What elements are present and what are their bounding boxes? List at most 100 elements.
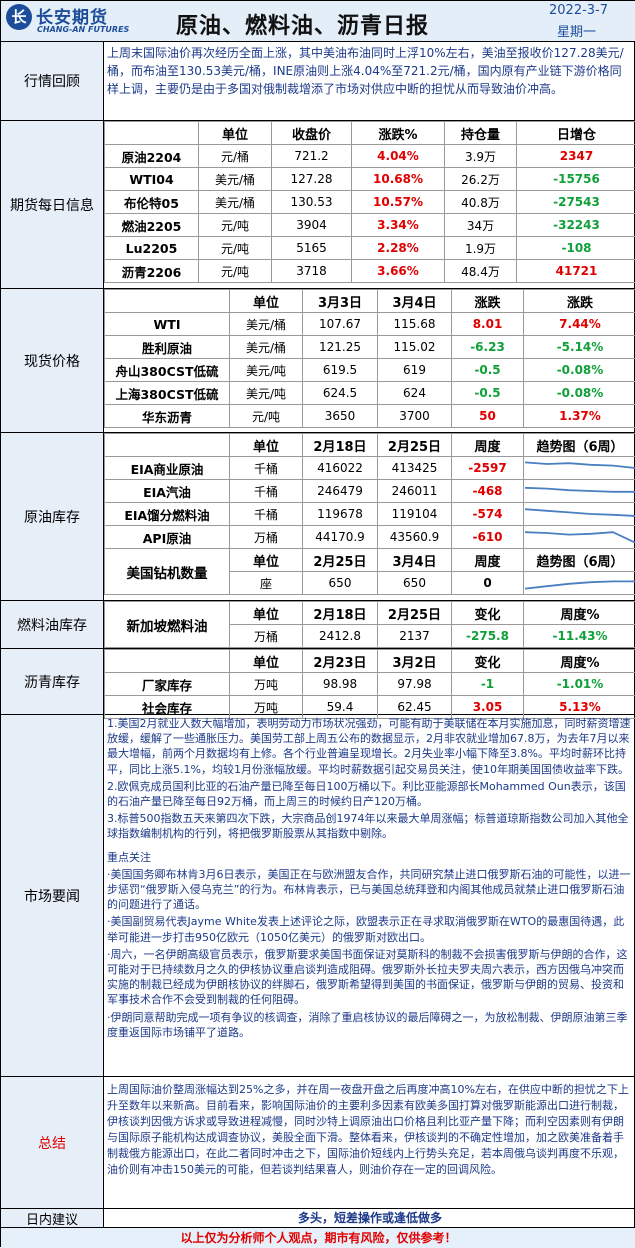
advice-text: 多头，短差操作或逢低做多	[104, 1209, 635, 1228]
section-label-news: 市场要闻	[1, 715, 104, 1077]
rig-weekly-change: 0	[452, 572, 524, 595]
table-header-cell: 趋势图（6周）	[524, 434, 635, 457]
trend-cell	[524, 503, 635, 526]
trend-cell	[524, 572, 635, 595]
rig-week1: 650	[303, 572, 378, 595]
price-change: 8.01	[452, 313, 524, 336]
unit-cell: 万桶	[230, 625, 303, 648]
inventory-week1: 416022	[303, 457, 378, 480]
daily-oi-change: -32243	[517, 214, 635, 237]
news-section: 1.美国2月就业人数大幅增加，表明劳动力市场状况强劲，可能有助于美联储在本月实施…	[104, 715, 635, 1077]
close-price: 5165	[272, 237, 352, 260]
table-header-cell	[105, 290, 230, 313]
summary-section: 上周国际油价整周涨幅达到25%之多，并在周一夜盘开盘之后再度冲高10%左右，在供…	[104, 1077, 635, 1209]
bitumen-week2: 97.98	[378, 673, 452, 696]
open-interest: 40.8万	[445, 191, 517, 214]
fuel-week2: 2137	[378, 625, 452, 648]
table-header-cell: 收盘价	[272, 122, 352, 145]
trend-line	[525, 509, 635, 516]
fuel-inventory-name: 新加坡燃料油	[105, 602, 230, 648]
inventory-week1: 119678	[303, 503, 378, 526]
news-focus-3: ·周六，一名伊朗高级官员表示，俄罗斯要求美国书面保证对莫斯科的制裁不会损害俄罗斯…	[104, 946, 635, 1009]
price-change-percent: 1.37%	[524, 405, 635, 428]
change-percent: 3.66%	[352, 260, 445, 283]
section-label-spot: 现货价格	[1, 289, 104, 433]
change-percent: 3.34%	[352, 214, 445, 237]
daily-oi-change: 41721	[517, 260, 635, 283]
table-header-cell	[105, 434, 230, 457]
news-focus-2: ·美国副贸易代表Jayme White发表上述评论之际，欧盟表示正在寻求取消俄罗…	[104, 913, 635, 945]
unit-cell: 元/吨	[199, 237, 272, 260]
section-label-market-review: 行情回顾	[1, 42, 104, 121]
change-percent: 4.04%	[352, 145, 445, 168]
weekly-change: -610	[452, 526, 524, 549]
unit-cell: 元/吨	[230, 405, 303, 428]
close-price: 130.53	[272, 191, 352, 214]
price-change: -6.23	[452, 336, 524, 359]
change-percent: 10.57%	[352, 191, 445, 214]
bitumen-change-percent: -1.01%	[524, 673, 635, 696]
price-change: -0.5	[452, 359, 524, 382]
news-focus-title: 重点关注	[104, 849, 635, 866]
price-day1: 619.5	[303, 359, 378, 382]
table-header-cell: 变化	[452, 602, 524, 625]
weekly-change: -468	[452, 480, 524, 503]
daily-oi-change: -108	[517, 237, 635, 260]
instrument-name: Lu2205	[105, 237, 199, 260]
instrument-name: 布伦特05	[105, 191, 199, 214]
disclaimer: 以上仅为分析师个人观点，期市有风险，仅供参考！	[1, 1228, 635, 1248]
unit-cell: 万桶	[230, 526, 303, 549]
trend-line	[525, 581, 635, 588]
fuel-week1: 2412.8	[303, 625, 378, 648]
price-day2: 115.68	[378, 313, 452, 336]
price-change-percent: -0.08%	[524, 382, 635, 405]
fuel-change: -275.8	[452, 625, 524, 648]
price-change: -0.5	[452, 382, 524, 405]
table-header-cell: 单位	[230, 434, 303, 457]
table-header-cell: 单位	[199, 122, 272, 145]
table-header-cell	[105, 122, 199, 145]
open-interest: 1.9万	[445, 237, 517, 260]
trend-cell	[524, 526, 635, 549]
open-interest: 3.9万	[445, 145, 517, 168]
price-day1: 3650	[303, 405, 378, 428]
close-price: 721.2	[272, 145, 352, 168]
bitumen-week1: 98.98	[303, 673, 378, 696]
section-label-summary: 总结	[1, 1077, 104, 1209]
unit-cell: 元/桶	[199, 145, 272, 168]
news-focus-1: ·美国国务卿布林肯3月6日表示，美国正在与欧洲盟友合作，共同研究禁止进口俄罗斯石…	[104, 866, 635, 914]
close-price: 3904	[272, 214, 352, 237]
table-header-cell: 3月2日	[378, 650, 452, 673]
unit-cell: 美元/吨	[230, 359, 303, 382]
report-date: 2022-3-7	[549, 3, 608, 18]
inventory-name: EIA汽油	[105, 480, 230, 503]
unit-cell: 千桶	[230, 457, 303, 480]
news-item-3: 3.标普500指数五天来第四次下跌，大宗商品创1974年以来最大单周涨幅；标普道…	[104, 810, 635, 842]
open-interest: 48.4万	[445, 260, 517, 283]
inventory-week2: 413425	[378, 457, 452, 480]
table-header-cell: 变化	[452, 650, 524, 673]
price-day2: 619	[378, 359, 452, 382]
instrument-name: 沥青2206	[105, 260, 199, 283]
inventory-week2: 119104	[378, 503, 452, 526]
table-header-cell: 3月4日	[378, 549, 452, 572]
price-change-percent: -0.08%	[524, 359, 635, 382]
table-header-cell: 周度	[452, 549, 524, 572]
unit-cell: 美元/桶	[230, 313, 303, 336]
bitumen-inventory-name: 厂家库存	[105, 673, 230, 696]
